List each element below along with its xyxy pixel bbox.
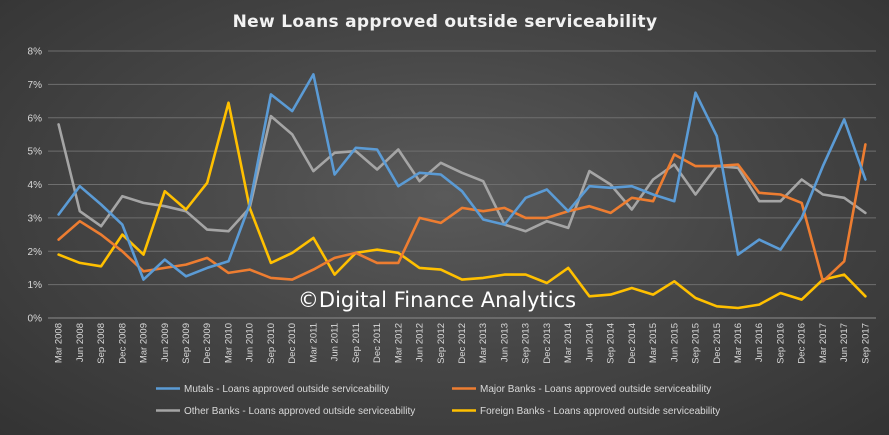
x-tick-label: Mar 2010 bbox=[223, 323, 234, 363]
x-tick-label: Dec 2014 bbox=[627, 323, 638, 364]
watermark: ©Digital Finance Analytics bbox=[298, 288, 576, 312]
y-axis-ticks: 0% 1% 2% 3% 4% 5% 6% 7% 8% bbox=[28, 47, 43, 325]
x-tick-label: Sep 2014 bbox=[606, 323, 617, 364]
x-tick-label: Jun 2013 bbox=[499, 323, 510, 362]
x-tick-label: Jun 2015 bbox=[669, 323, 680, 362]
legend-label: Other Banks - Loans approved outside ser… bbox=[184, 406, 415, 417]
x-tick-label: Mar 2008 bbox=[54, 323, 65, 363]
y-tick-label: 1% bbox=[28, 280, 43, 291]
x-tick-label: Sep 2017 bbox=[860, 323, 871, 364]
x-tick-label: Jun 2012 bbox=[415, 323, 426, 362]
x-axis-ticks: Mar 2008 Jun 2008 Sep 2008 Dec 2008 Mar 2009… bbox=[54, 323, 872, 364]
x-tick-label: Sep 2010 bbox=[266, 323, 277, 364]
x-tick-label: Sep 2011 bbox=[351, 323, 362, 363]
y-tick-label: 7% bbox=[28, 80, 43, 91]
legend-item: Other Banks - Loans approved outside ser… bbox=[156, 406, 415, 417]
series-line bbox=[57, 114, 867, 233]
x-tick-label: Sep 2015 bbox=[691, 323, 702, 364]
series-line bbox=[57, 101, 867, 310]
series-lines bbox=[57, 73, 867, 310]
x-tick-label: Mar 2009 bbox=[139, 323, 150, 363]
y-tick-label: 8% bbox=[28, 47, 43, 58]
x-tick-label: Mar 2016 bbox=[733, 323, 744, 363]
y-tick-label: 0% bbox=[28, 314, 43, 325]
x-tick-label: Sep 2009 bbox=[181, 323, 192, 364]
y-tick-label: 2% bbox=[28, 247, 43, 258]
x-tick-label: Mar 2015 bbox=[648, 323, 659, 363]
legend-label: Foreign Banks - Loans approved outside s… bbox=[480, 406, 720, 417]
legend-item: Mutals - Loans approved outside servicea… bbox=[156, 384, 389, 395]
x-tick-label: Jun 2011 bbox=[330, 323, 341, 361]
x-tick-label: Jun 2009 bbox=[160, 323, 171, 362]
series-line bbox=[57, 143, 867, 283]
legend: Mutals - Loans approved outside servicea… bbox=[156, 384, 720, 417]
x-tick-label: Dec 2012 bbox=[457, 323, 468, 364]
x-tick-label: Jun 2008 bbox=[75, 323, 86, 362]
y-tick-label: 6% bbox=[28, 113, 43, 124]
x-tick-label: Sep 2012 bbox=[436, 323, 447, 364]
legend-label: Mutals - Loans approved outside servicea… bbox=[184, 384, 389, 395]
x-tick-label: Mar 2017 bbox=[818, 323, 829, 363]
x-tick-label: Jun 2014 bbox=[584, 323, 595, 362]
x-tick-label: Dec 2010 bbox=[287, 323, 298, 364]
chart-title: New Loans approved outside serviceabilit… bbox=[233, 12, 658, 32]
y-tick-label: 3% bbox=[28, 213, 43, 224]
x-tick-label: Sep 2016 bbox=[775, 323, 786, 364]
x-tick-label: Dec 2011 bbox=[372, 323, 383, 363]
x-tick-label: Mar 2013 bbox=[478, 323, 489, 363]
x-tick-label: Jun 2016 bbox=[754, 323, 765, 362]
legend-label: Major Banks - Loans approved outside ser… bbox=[480, 384, 711, 395]
x-tick-label: Jun 2017 bbox=[839, 323, 850, 362]
legend-item: Foreign Banks - Loans approved outside s… bbox=[452, 406, 720, 417]
x-tick-label: Jun 2010 bbox=[245, 323, 256, 362]
legend-item: Major Banks - Loans approved outside ser… bbox=[452, 384, 711, 395]
y-tick-label: 5% bbox=[28, 147, 43, 158]
x-tick-label: Mar 2011 bbox=[308, 323, 319, 362]
x-tick-label: Dec 2013 bbox=[542, 323, 553, 364]
gridlines bbox=[48, 50, 876, 319]
x-tick-label: Mar 2014 bbox=[563, 323, 574, 363]
y-tick-label: 4% bbox=[28, 180, 43, 191]
x-tick-label: Dec 2008 bbox=[117, 323, 128, 364]
x-tick-label: Dec 2009 bbox=[202, 323, 213, 364]
x-tick-label: Sep 2013 bbox=[521, 323, 532, 364]
x-tick-label: Dec 2016 bbox=[797, 323, 808, 364]
x-tick-label: Mar 2012 bbox=[393, 323, 404, 363]
x-tick-label: Sep 2008 bbox=[96, 323, 107, 364]
x-tick-label: Dec 2015 bbox=[712, 323, 723, 364]
series-line bbox=[57, 73, 867, 281]
